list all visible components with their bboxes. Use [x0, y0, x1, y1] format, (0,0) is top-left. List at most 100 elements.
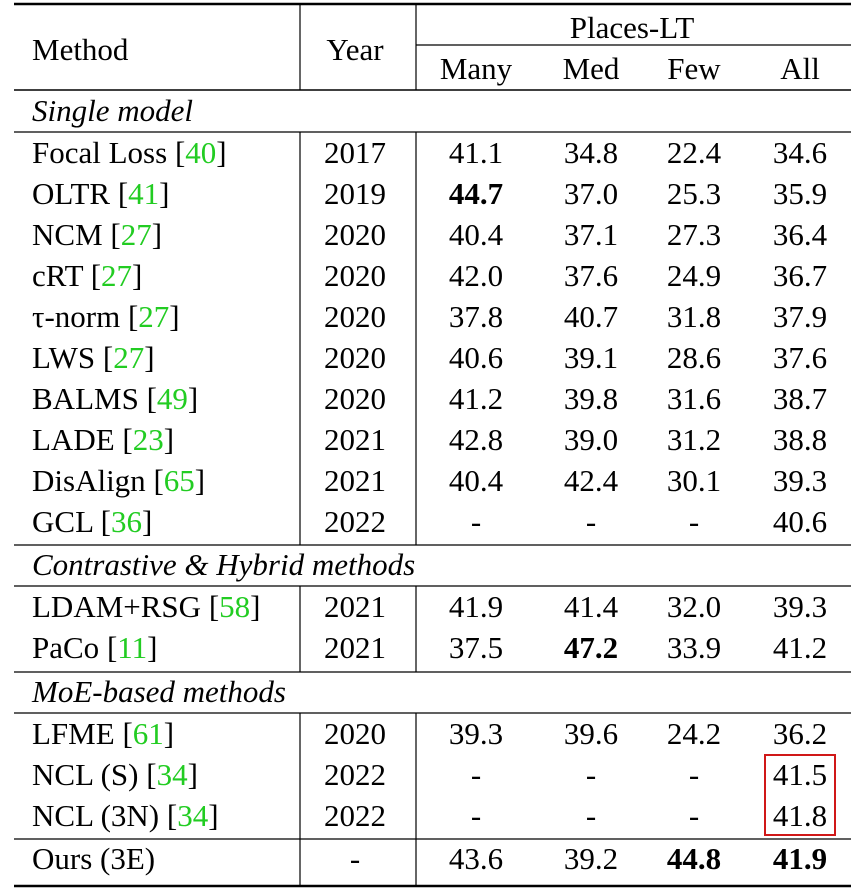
value-cell: - — [470, 798, 482, 833]
year-cell: 2021 — [324, 630, 386, 665]
value-cell: 34.8 — [563, 135, 619, 170]
citation-link[interactable]: 27 — [101, 258, 133, 293]
value-cell: - — [470, 504, 482, 539]
value-cell: 37.0 — [563, 176, 619, 211]
citation-link[interactable]: 58 — [219, 589, 251, 624]
value-cell: 39.3 — [772, 589, 828, 624]
value-cell: 31.2 — [666, 422, 722, 457]
value-cell: 24.9 — [666, 258, 722, 293]
citation-link[interactable]: 27 — [120, 217, 152, 252]
value-cell: - — [585, 757, 597, 792]
header-places-lt: Places-LT — [569, 10, 695, 45]
year-cell: 2019 — [324, 176, 386, 211]
value-cell: 40.4 — [448, 463, 504, 498]
method-name: LFME [61] — [32, 716, 175, 751]
method-label: NCL (S) — [32, 757, 139, 792]
citation-link[interactable]: 61 — [132, 716, 164, 751]
method-name: LADE [23] — [32, 422, 175, 457]
value-cell: 39.0 — [563, 422, 619, 457]
citation-link[interactable]: 23 — [132, 422, 164, 457]
method-label: LADE — [32, 422, 115, 457]
year-cell: 2022 — [324, 757, 386, 792]
citation-link[interactable]: 36 — [110, 504, 142, 539]
value-cell: 32.0 — [666, 589, 722, 624]
citation-link[interactable]: 65 — [163, 463, 195, 498]
value-cell: - — [585, 504, 597, 539]
value-cell: 42.4 — [563, 463, 619, 498]
value-cell: 41.2 — [448, 381, 504, 416]
header-few: Few — [667, 51, 721, 86]
value-cell: 41.1 — [448, 135, 504, 170]
citation-link[interactable]: 27 — [138, 299, 170, 334]
value-cell: 41.9 — [772, 841, 828, 876]
method-label: DisAlign — [32, 463, 146, 498]
value-cell: 37.8 — [448, 299, 504, 334]
value-cell: - — [688, 504, 700, 539]
value-cell: 31.6 — [666, 381, 722, 416]
header-method: Method — [32, 32, 129, 67]
year-cell: 2021 — [324, 422, 386, 457]
method-name: Focal Loss [40] — [32, 135, 227, 170]
citation-link[interactable]: 34 — [156, 757, 188, 792]
value-cell: 40.7 — [563, 299, 619, 334]
method-name: LDAM+RSG [58] — [32, 589, 261, 624]
year-cell: 2020 — [324, 258, 386, 293]
method-label: OLTR — [32, 176, 111, 211]
citation-link[interactable]: 40 — [185, 135, 217, 170]
method-name: PaCo [11] — [32, 630, 158, 665]
value-cell: 40.4 — [448, 217, 504, 252]
citation-link[interactable]: 49 — [156, 381, 188, 416]
value-cell: 40.6 — [772, 504, 828, 539]
value-cell: 27.3 — [666, 217, 722, 252]
year-cell: 2021 — [324, 589, 386, 624]
method-name: cRT [27] — [32, 258, 143, 293]
method-name: BALMS [49] — [32, 381, 199, 416]
value-cell: - — [585, 798, 597, 833]
highlight-box — [764, 754, 836, 836]
header-many: Many — [439, 51, 513, 86]
method-label: NCL (3N) — [32, 798, 160, 833]
year-cell: 2017 — [324, 135, 386, 170]
value-cell: 41.8 — [772, 798, 828, 833]
year-cell: 2020 — [324, 340, 386, 375]
year-cell: 2020 — [324, 716, 386, 751]
method-name: NCL (S) [34] — [32, 757, 198, 792]
value-cell: 35.9 — [772, 176, 828, 211]
value-cell: 44.7 — [448, 176, 504, 211]
value-cell: 39.6 — [563, 716, 619, 751]
year-cell: 2020 — [324, 381, 386, 416]
section-title: MoE-based methods — [32, 674, 286, 709]
value-cell: 36.7 — [772, 258, 828, 293]
method-label: Ours (3E) — [32, 841, 156, 876]
header-year: Year — [326, 32, 384, 67]
value-cell: 41.2 — [772, 630, 828, 665]
citation-link[interactable]: 41 — [128, 176, 160, 211]
value-cell: 47.2 — [563, 630, 619, 665]
year-cell: 2020 — [324, 299, 386, 334]
method-name: OLTR [41] — [32, 176, 170, 211]
value-cell: 38.8 — [772, 422, 828, 457]
year-cell: 2020 — [324, 217, 386, 252]
method-label: GCL — [32, 504, 93, 539]
method-label: NCM — [32, 217, 103, 252]
value-cell: 42.8 — [448, 422, 504, 457]
method-label: LFME — [32, 716, 115, 751]
year-cell: 2022 — [324, 504, 386, 539]
value-cell: 41.4 — [563, 589, 619, 624]
value-cell: 37.6 — [772, 340, 828, 375]
citation-link[interactable]: 27 — [113, 340, 145, 375]
value-cell: 44.8 — [666, 841, 722, 876]
method-label: LWS — [32, 340, 96, 375]
citation-link[interactable]: 11 — [117, 630, 148, 665]
value-cell: 36.4 — [772, 217, 828, 252]
method-label: PaCo — [32, 630, 100, 665]
section-title: Contrastive & Hybrid methods — [32, 547, 416, 582]
method-name: LWS [27] — [32, 340, 155, 375]
value-cell: 37.6 — [563, 258, 619, 293]
value-cell: 40.6 — [448, 340, 504, 375]
value-cell: 33.9 — [666, 630, 722, 665]
value-cell: 39.8 — [563, 381, 619, 416]
citation-link[interactable]: 34 — [177, 798, 209, 833]
